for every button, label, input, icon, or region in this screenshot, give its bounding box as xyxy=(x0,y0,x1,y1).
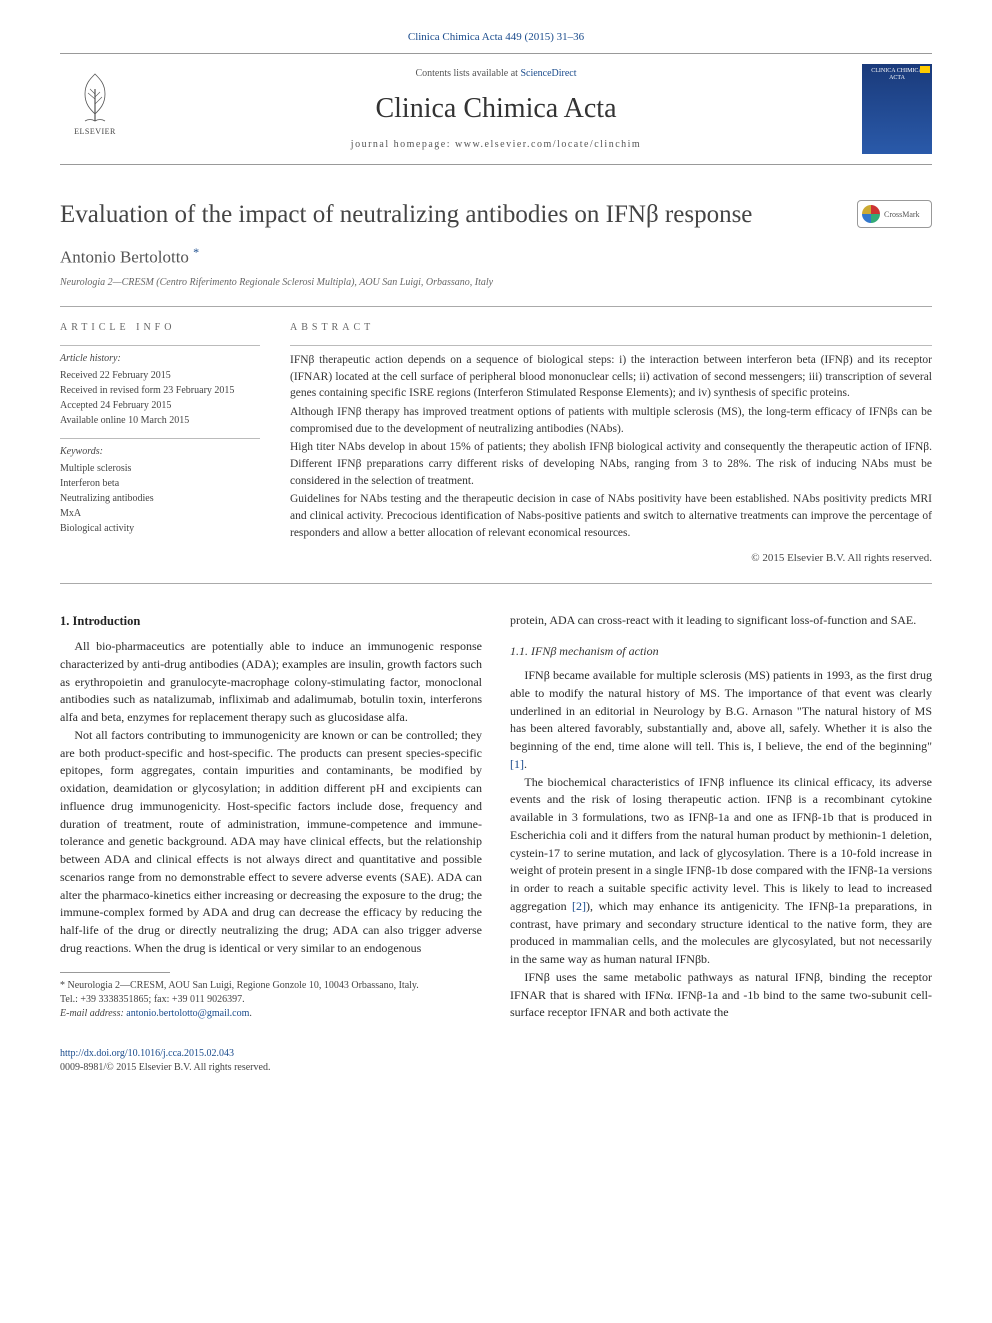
cover-flag-icon xyxy=(920,66,930,73)
author-mark: * xyxy=(193,245,199,259)
right-column: protein, ADA can cross-react with it lea… xyxy=(510,612,932,1075)
divider xyxy=(60,438,260,439)
author-line: Antonio Bertolotto * xyxy=(60,244,932,269)
keyword: Interferon beta xyxy=(60,476,260,491)
divider xyxy=(60,345,260,346)
footnote-tel: Tel.: +39 3338351865; fax: +39 011 90263… xyxy=(60,994,245,1005)
footnote-separator xyxy=(60,972,170,973)
sciencedirect-link[interactable]: ScienceDirect xyxy=(520,68,576,79)
journal-cover: CLINICA CHIMICA ACTA xyxy=(862,64,932,154)
homepage-line: journal homepage: www.elsevier.com/locat… xyxy=(130,138,862,152)
divider xyxy=(60,306,932,307)
keywords-label: Keywords: xyxy=(60,445,260,459)
article-info-block: ARTICLE INFO Article history: Received 2… xyxy=(60,321,260,567)
email-label: E-mail address: xyxy=(60,1008,124,1019)
keyword: Biological activity xyxy=(60,521,260,536)
history-label: Article history: xyxy=(60,352,260,366)
body-para: Not all factors contributing to immunoge… xyxy=(60,727,482,958)
body-para: IFNβ uses the same metabolic pathways as… xyxy=(510,969,932,1022)
body-para: All bio-pharmaceutics are potentially ab… xyxy=(60,638,482,727)
abstract-para: Guidelines for NAbs testing and the ther… xyxy=(290,491,932,541)
footer-block: http://dx.doi.org/10.1016/j.cca.2015.02.… xyxy=(60,1047,482,1075)
keyword: MxA xyxy=(60,506,260,521)
crossmark-icon xyxy=(862,205,880,223)
divider xyxy=(290,345,932,346)
subsection-heading: 1.1. IFNβ mechanism of action xyxy=(510,643,932,661)
para-text: IFNβ became available for multiple scler… xyxy=(510,668,932,753)
abstract-para: IFNβ therapeutic action depends on a seq… xyxy=(290,352,932,402)
doi-link[interactable]: http://dx.doi.org/10.1016/j.cca.2015.02.… xyxy=(60,1048,234,1059)
body-para: The biochemical characteristics of IFNβ … xyxy=(510,774,932,969)
crossmark-label: CrossMark xyxy=(884,209,920,220)
abstract-block: ABSTRACT IFNβ therapeutic action depends… xyxy=(290,321,932,567)
section-heading: 1. Introduction xyxy=(60,612,482,631)
body-para: IFNβ became available for multiple scler… xyxy=(510,667,932,774)
abstract-para: High titer NAbs develop in about 15% of … xyxy=(290,439,932,489)
history-line: Received 22 February 2015 xyxy=(60,368,260,383)
corresponding-footnote: * Neurologia 2—CRESM, AOU San Luigi, Reg… xyxy=(60,979,482,1021)
left-column: 1. Introduction All bio-pharmaceutics ar… xyxy=(60,612,482,1075)
contents-line: Contents lists available at ScienceDirec… xyxy=(130,67,862,81)
publisher-name: ELSEVIER xyxy=(74,126,116,137)
journal-name: Clinica Chimica Acta xyxy=(130,89,862,128)
abstract-para: Although IFNβ therapy has improved treat… xyxy=(290,404,932,437)
abstract-copyright: © 2015 Elsevier B.V. All rights reserved… xyxy=(290,551,932,566)
elsevier-logo: ELSEVIER xyxy=(60,69,130,149)
para-text: The biochemical characteristics of IFNβ … xyxy=(510,775,932,913)
ref-link[interactable]: [1] xyxy=(510,757,524,771)
author-name: Antonio Bertolotto xyxy=(60,248,189,267)
email-link[interactable]: antonio.bertolotto@gmail.com xyxy=(126,1008,249,1019)
divider xyxy=(60,583,932,584)
history-line: Received in revised form 23 February 201… xyxy=(60,383,260,398)
footnote-marker: * xyxy=(60,980,65,991)
journal-header: ELSEVIER Contents lists available at Sci… xyxy=(60,53,932,165)
top-citation: Clinica Chimica Acta 449 (2015) 31–36 xyxy=(60,30,932,45)
keyword: Neutralizing antibodies xyxy=(60,491,260,506)
abstract-heading: ABSTRACT xyxy=(290,321,932,335)
homepage-prefix: journal homepage: xyxy=(351,139,455,150)
homepage-url[interactable]: www.elsevier.com/locate/clinchim xyxy=(455,139,641,150)
keyword: Multiple sclerosis xyxy=(60,461,260,476)
crossmark-badge[interactable]: CrossMark xyxy=(857,200,932,228)
article-title: Evaluation of the impact of neutralizing… xyxy=(60,200,752,230)
ref-link[interactable]: [2] xyxy=(572,899,586,913)
history-line: Available online 10 March 2015 xyxy=(60,413,260,428)
contents-prefix: Contents lists available at xyxy=(415,68,520,79)
article-info-heading: ARTICLE INFO xyxy=(60,321,260,335)
affiliation: Neurologia 2—CRESM (Centro Riferimento R… xyxy=(60,276,932,290)
body-columns: 1. Introduction All bio-pharmaceutics ar… xyxy=(60,612,932,1075)
history-line: Accepted 24 February 2015 xyxy=(60,398,260,413)
issn-line: 0009-8981/© 2015 Elsevier B.V. All right… xyxy=(60,1062,270,1073)
footnote-address: Neurologia 2—CRESM, AOU San Luigi, Regio… xyxy=(68,980,419,991)
elsevier-tree-icon xyxy=(70,69,120,124)
body-para: protein, ADA can cross-react with it lea… xyxy=(510,612,932,630)
